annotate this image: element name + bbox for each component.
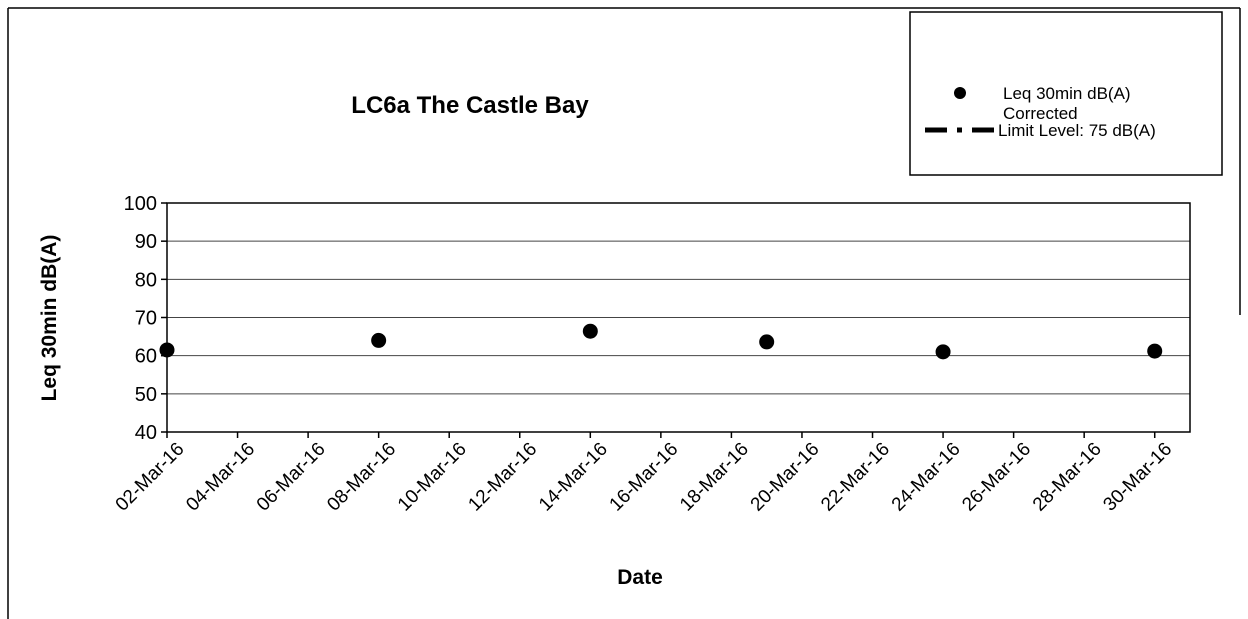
y-tick-label: 90 [135,231,157,253]
x-tick-label: 06-Mar-16 [253,439,330,516]
data-point [935,344,951,360]
x-tick-label: 04-Mar-16 [182,439,259,516]
x-tick-label: 28-Mar-16 [1029,439,1106,516]
x-tick-label: 18-Mar-16 [676,439,753,516]
data-point [1147,343,1163,359]
x-tick-label: 26-Mar-16 [958,439,1035,516]
x-tick-label: 16-Mar-16 [606,439,683,516]
x-tick-label: 20-Mar-16 [747,439,824,516]
x-tick-label: 22-Mar-16 [817,439,894,516]
legend-label: Limit Level: 75 dB(A) [998,121,1156,140]
y-tick-label: 80 [135,269,157,291]
x-tick-label: 30-Mar-16 [1099,439,1176,516]
x-tick-label: 14-Mar-16 [535,439,612,516]
y-axis-label: Leq 30min dB(A) [38,235,61,402]
x-tick-label: 10-Mar-16 [394,439,471,516]
plot-border [166,202,1191,433]
data-point [159,342,175,358]
legend-marker [954,87,966,99]
data-point [759,334,775,350]
x-tick-label: 02-Mar-16 [112,439,189,516]
y-tick-label: 50 [135,384,157,406]
legend-label-line: Corrected [1003,104,1078,123]
y-tick-label: 70 [135,308,157,330]
legend-label-line: Leq 30min dB(A) [1003,84,1131,103]
x-axis-label: Date [617,566,663,589]
y-tick-label: 100 [124,193,157,215]
x-tick-label: 12-Mar-16 [464,439,541,516]
legend-label: Leq 30min dB(A) Corrected [1003,84,1131,123]
y-tick-label: 60 [135,346,157,368]
chart-title: LC6a The Castle Bay [351,92,589,119]
x-tick-label: 24-Mar-16 [888,439,965,516]
data-point [582,323,598,339]
x-tick-label: 08-Mar-16 [323,439,400,516]
y-tick-label: 40 [135,422,157,444]
data-point [371,332,387,348]
